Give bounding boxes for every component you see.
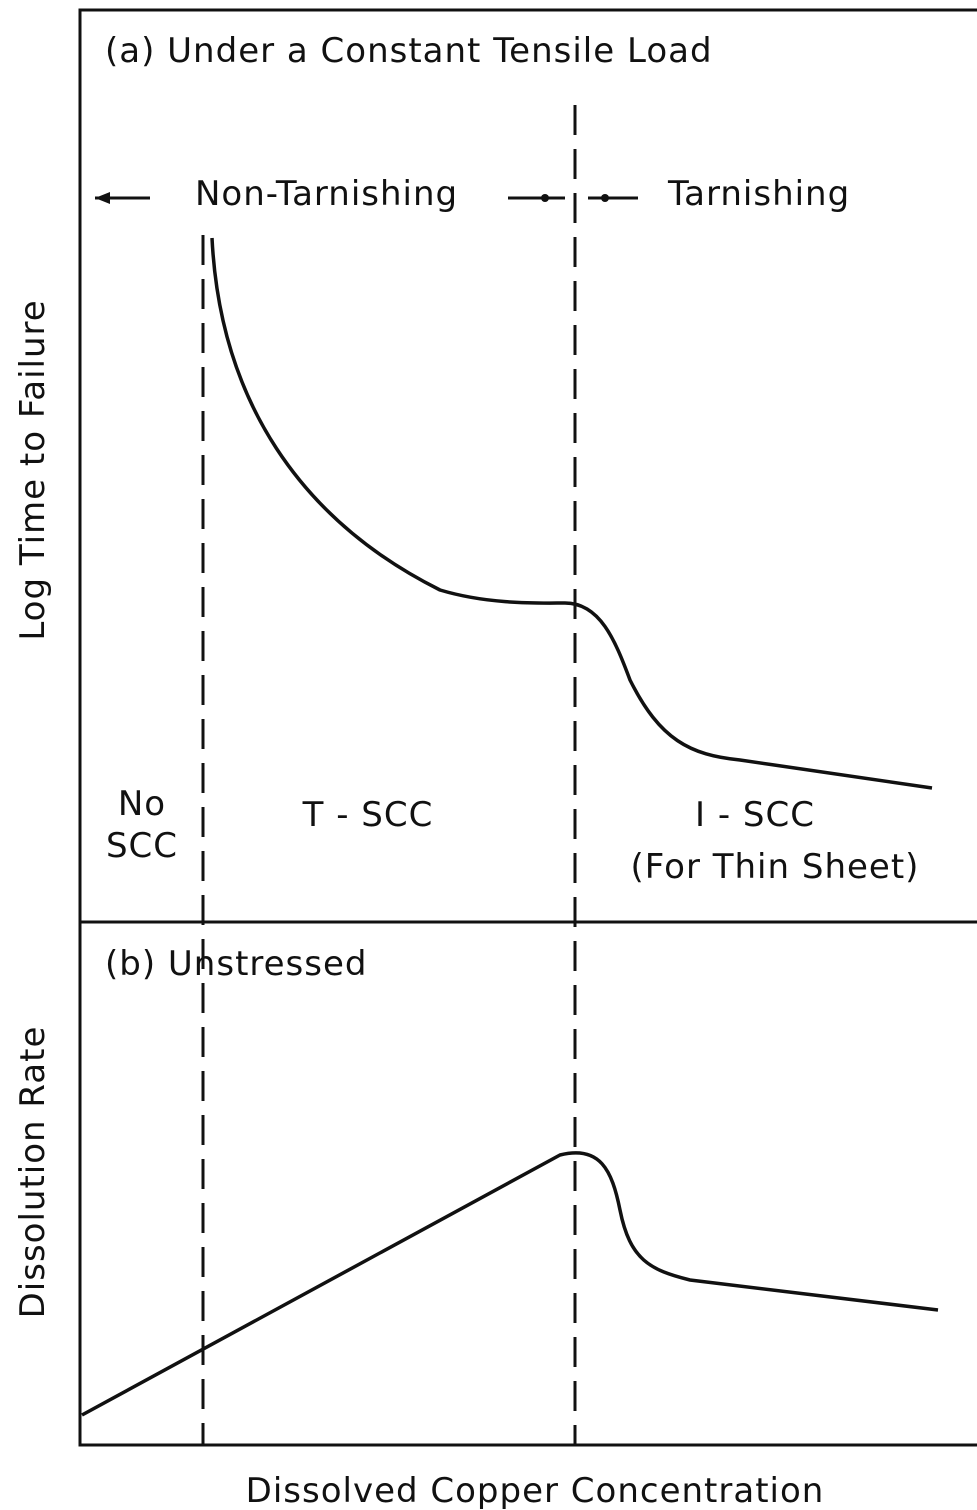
regime-label: Tarnishing xyxy=(667,174,850,214)
panel-title: (a) Under a Constant Tensile Load xyxy=(105,31,713,71)
zone-label: No xyxy=(118,784,166,824)
panel-title: (b) Unstressed xyxy=(105,944,367,984)
zone-note: (For Thin Sheet) xyxy=(631,847,920,887)
frame xyxy=(78,8,977,1447)
y-axis-label: Log Time to Failure xyxy=(13,299,53,640)
regime-label: Non-Tarnishing xyxy=(195,174,458,214)
y-axis-label: Dissolution Rate xyxy=(13,1026,53,1319)
time-to-failure-curve xyxy=(210,237,933,790)
zone-label: T - SCC xyxy=(302,795,434,835)
dissolution-rate-curve xyxy=(81,1151,939,1417)
regime-arrows xyxy=(95,192,638,204)
zone-label: SCC xyxy=(106,826,178,866)
x-axis-label: Dissolved Copper Concentration xyxy=(246,1471,825,1510)
zone-label: I - SCC xyxy=(695,795,815,835)
